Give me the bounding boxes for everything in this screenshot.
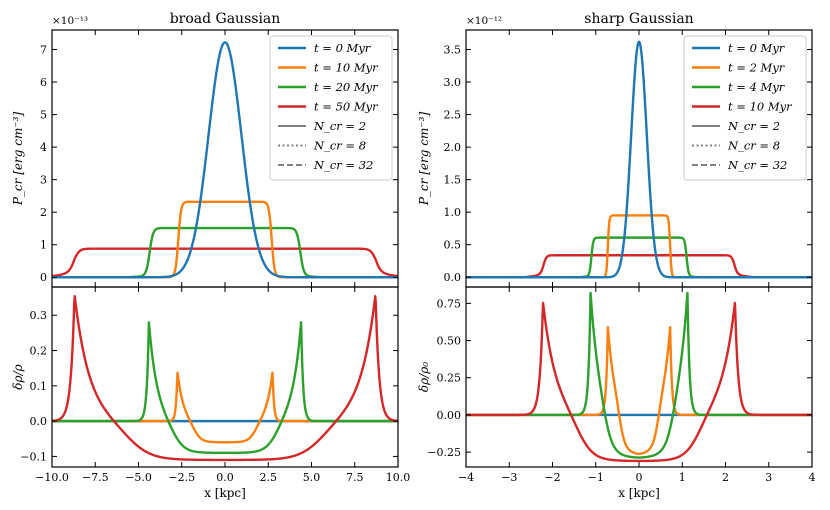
y-tick-label: 0.75: [437, 297, 462, 310]
panel-sharp: 0.0 0.5 1.0 1.5 2.0 2.5 3.0 3.5 P_cr [erg cm⁻³] ×…: [417, 11, 816, 500]
broad-bottom-frame: [51, 286, 399, 468]
x-tick-label: 2.5: [260, 471, 278, 484]
y-tick-label: −0.25: [427, 446, 461, 459]
y-tick-label: 0.50: [437, 335, 462, 348]
x-tick-label: −1: [588, 471, 604, 484]
sharp-bottom-axes: −0.25 0.00 0.25 0.50 0.75 −4 −3 −2 −1 0 1 2 3 4 δρ/ρ₀: [417, 286, 816, 484]
legend-label: t = 50 Myr: [314, 100, 379, 114]
y-tick-label: 3.0: [444, 76, 462, 89]
legend-box: [683, 35, 807, 181]
sharp-multiplier: ×10⁻¹²: [466, 15, 502, 27]
broad-legend: t = 0 Myr t = 10 Myr t = 20 Myr t = 50 Myr N…: [269, 35, 393, 181]
sharp-title: sharp Gaussian: [584, 11, 693, 27]
broad-xlabel: x [kpc]: [204, 486, 246, 500]
broad-top-series-line: [52, 41, 398, 279]
sharp-bottom-ylabel: δρ/ρ₀: [417, 362, 431, 392]
y-tick-label: 5: [40, 109, 47, 122]
legend-label: N_cr = 32: [313, 158, 373, 172]
y-tick-label: 0.0: [444, 271, 462, 284]
sharp-legend: t = 0 Myr t = 2 Myr t = 4 Myr t = 10 Myr N_c…: [683, 35, 807, 181]
y-tick-label: 2.5: [444, 109, 462, 122]
x-tick-label: 0: [636, 471, 643, 484]
y-tick-label: 0.2: [30, 345, 48, 358]
broad-top-series-line: [52, 200, 398, 279]
broad-bottom-series-line: [52, 294, 398, 462]
sharp-bottom-series-line: [466, 325, 812, 456]
sharp-xlabel: x [kpc]: [618, 486, 660, 500]
sharp-bottom-frame: [465, 286, 813, 468]
legend-label: t = 10 Myr: [314, 61, 379, 75]
legend-label: N_cr = 8: [727, 139, 780, 153]
x-tick-label: −3: [501, 471, 517, 484]
y-tick-label: 1.0: [444, 206, 462, 219]
x-tick-label: 3: [765, 471, 772, 484]
y-tick-label: 0: [40, 271, 47, 284]
sharp-top-series-line: [466, 214, 812, 279]
legend-label: t = 10 Myr: [728, 100, 793, 114]
y-tick-label: −0.1: [20, 450, 47, 463]
y-tick-label: 6: [40, 76, 47, 89]
x-tick-label: −4: [458, 471, 474, 484]
y-tick-label: 0.25: [437, 372, 462, 385]
x-tick-label: −10.0: [35, 471, 69, 484]
y-tick-label: 2: [40, 206, 47, 219]
y-tick-label: 0.0: [30, 415, 48, 428]
y-tick-label: 0.1: [30, 380, 48, 393]
y-tick-label: 2.0: [444, 141, 462, 154]
legend-label: t = 4 Myr: [728, 80, 786, 94]
y-tick-label: 0.3: [30, 309, 48, 322]
legend-label: t = 20 Myr: [314, 80, 379, 94]
x-tick-label: 10.0: [386, 471, 411, 484]
legend-label: t = 2 Myr: [728, 61, 786, 75]
x-tick-label: −5.0: [125, 471, 152, 484]
y-tick-label: 1: [40, 239, 47, 252]
y-tick-label: 3.5: [444, 44, 462, 57]
sharp-top-ylabel: P_cr [erg cm⁻³]: [417, 112, 431, 207]
x-tick-label: 2: [722, 471, 729, 484]
sharp-top-series-line: [466, 236, 812, 279]
broad-title: broad Gaussian: [170, 11, 281, 27]
x-tick-label: −7.5: [82, 471, 109, 484]
broad-bottom-axes: −0.1 0.0 0.1 0.2 0.3 −10.0 −7.5 −5.0 −2.5 0.0 2.5 5…: [11, 286, 411, 484]
broad-bottom-series-line: [52, 321, 398, 455]
broad-top-series-line: [52, 247, 398, 278]
x-tick-label: 0.0: [216, 471, 234, 484]
y-tick-label: 3: [40, 174, 47, 187]
x-tick-label: −2: [544, 471, 560, 484]
y-tick-label: 7: [40, 44, 47, 57]
legend-box: [269, 35, 393, 181]
x-tick-label: 5.0: [303, 471, 321, 484]
x-tick-label: −2.5: [168, 471, 195, 484]
broad-top-series-line: [52, 226, 398, 279]
broad-top-ylabel: P_cr [erg cm⁻³]: [11, 112, 25, 207]
y-tick-label: 4: [40, 141, 47, 154]
y-tick-label: 0.5: [444, 239, 462, 252]
legend-label: N_cr = 2: [313, 119, 366, 133]
sharp-top-series-line: [466, 254, 812, 279]
legend-label: t = 0 Myr: [728, 41, 786, 55]
y-tick-label: 1.5: [444, 174, 462, 187]
x-tick-label: 7.5: [346, 471, 364, 484]
broad-bottom-ylabel: δρ/ρ: [11, 364, 25, 389]
legend-label: N_cr = 32: [727, 158, 787, 172]
legend-label: N_cr = 8: [313, 139, 366, 153]
sharp-top-series-line: [466, 40, 812, 279]
sharp-top-axes: 0.0 0.5 1.0 1.5 2.0 2.5 3.0 3.5 P_cr [erg cm⁻³] ×…: [417, 15, 813, 288]
sharp-bottom-series-line: [466, 301, 812, 463]
broad-multiplier: ×10⁻¹³: [52, 15, 88, 27]
sharp-bottom-series-line: [466, 291, 812, 459]
legend-label: N_cr = 2: [727, 119, 780, 133]
x-tick-label: 1: [679, 471, 686, 484]
legend-label: t = 0 Myr: [314, 41, 372, 55]
y-tick-label: 0.00: [437, 409, 462, 422]
x-tick-label: 4: [809, 471, 816, 484]
